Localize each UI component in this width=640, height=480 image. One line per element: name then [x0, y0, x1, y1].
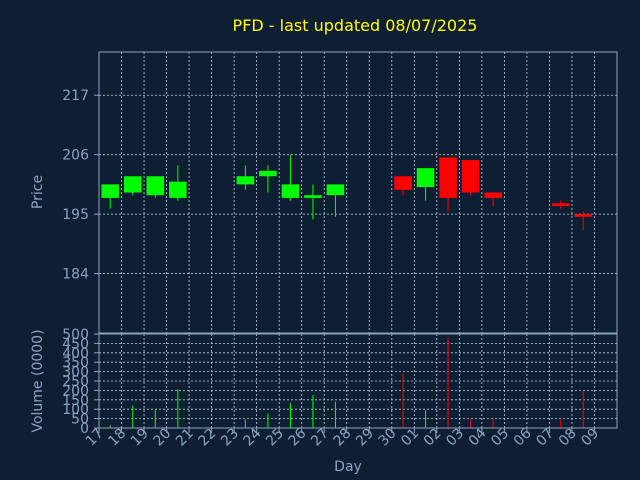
- volume-tick-label: 350: [62, 355, 89, 371]
- x-tick-label: 23: [218, 426, 242, 450]
- candle-body: [304, 195, 322, 198]
- x-tick-label: 05: [488, 426, 512, 450]
- volume-tick-label: 400: [62, 346, 89, 362]
- x-tick-label: 02: [421, 426, 445, 450]
- candle-body: [461, 160, 480, 193]
- x-tick-label: 19: [128, 426, 152, 450]
- x-tick-label: 30: [376, 426, 400, 450]
- candle-body: [281, 184, 300, 198]
- volume-tick-label: 250: [62, 374, 89, 390]
- candle-body: [574, 214, 593, 217]
- volume-axis-label: Volume (0000): [30, 329, 46, 432]
- x-tick-label: 01: [398, 426, 422, 450]
- candle-body: [394, 176, 412, 190]
- x-axis: 1718192021222324252627282930010203040506…: [83, 425, 602, 449]
- x-tick-label: 25: [263, 426, 287, 450]
- x-tick-label: 07: [533, 426, 557, 450]
- x-tick-label: 28: [331, 426, 355, 450]
- volume-tick-label: 500: [62, 327, 89, 343]
- x-tick-label: 27: [308, 426, 332, 450]
- x-tick-label: 03: [443, 426, 467, 450]
- x-axis-label: Day: [334, 459, 362, 475]
- chart-title: PFD - last updated 08/07/2025: [233, 16, 478, 35]
- price-tick-label: 184: [62, 267, 89, 283]
- x-tick-label: 24: [241, 425, 265, 449]
- x-tick-label: 21: [173, 426, 197, 450]
- x-tick-label: 04: [466, 425, 490, 449]
- x-tick-label: 09: [578, 426, 602, 450]
- candle-body: [416, 168, 435, 188]
- price-frame: [98, 51, 618, 334]
- x-tick-label: 08: [556, 426, 580, 450]
- volume-tick-label: 450: [62, 336, 89, 352]
- candle-body: [551, 203, 570, 207]
- candle-body: [236, 176, 255, 185]
- candle-body: [484, 192, 502, 198]
- candle-body: [259, 170, 277, 177]
- x-tick-label: 26: [286, 425, 310, 449]
- volume-tick-label: 100: [62, 402, 89, 418]
- price-panel: 184 195 206 217: [62, 51, 618, 334]
- price-tick-label: 206: [62, 148, 89, 164]
- candle-body: [123, 176, 142, 193]
- candle-body: [326, 184, 345, 196]
- price-axis-label: Price: [30, 175, 46, 209]
- price-tick-label: 217: [62, 88, 89, 104]
- candle-body: [101, 184, 120, 198]
- x-tick-label: 29: [353, 426, 377, 450]
- x-tick-label: 20: [150, 426, 174, 450]
- x-tick-label: 22: [196, 426, 220, 450]
- candle-body: [439, 157, 457, 198]
- candle-body: [169, 181, 187, 198]
- volume-tick-label: 200: [62, 383, 89, 399]
- volume-tick-label: 300: [62, 365, 89, 381]
- x-tick-label: 18: [105, 426, 129, 450]
- volume-tick-label: 50: [71, 412, 89, 428]
- candle-body: [146, 176, 165, 196]
- volume-frame: [98, 333, 618, 429]
- price-tick-label: 195: [62, 207, 89, 223]
- volume-tick-label: 150: [62, 393, 89, 409]
- x-tick-label: 06: [511, 425, 535, 449]
- volume-tick-label: 0: [80, 421, 89, 437]
